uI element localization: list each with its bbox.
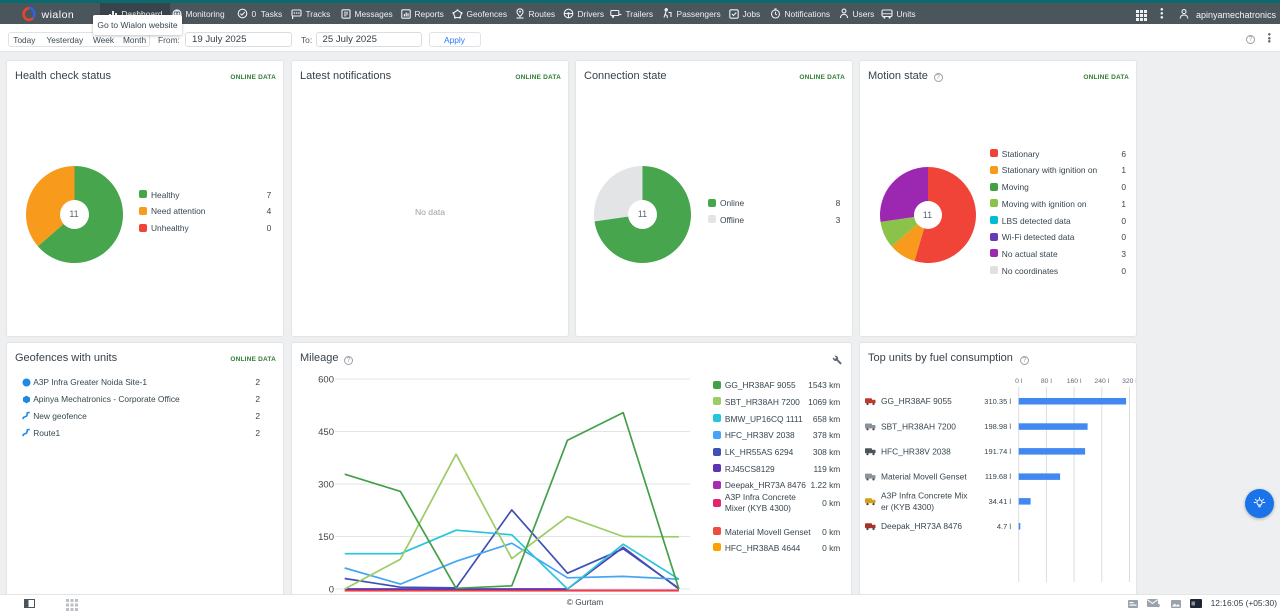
- svg-text:GG_HR38AF 9055: GG_HR38AF 9055: [881, 396, 952, 406]
- svg-text:SBT_HR38AH 7200: SBT_HR38AH 7200: [881, 422, 956, 432]
- svg-text:A3P Infra Concrete Mix: A3P Infra Concrete Mix: [881, 491, 968, 501]
- svg-text:34.41 l: 34.41 l: [988, 497, 1011, 506]
- svg-text:0 l: 0 l: [1015, 378, 1023, 385]
- svg-text:450: 450: [318, 427, 334, 438]
- svg-text:198.98 l: 198.98 l: [984, 422, 1011, 431]
- svg-text:0: 0: [329, 585, 334, 596]
- svg-text:119.68 l: 119.68 l: [985, 472, 1011, 481]
- svg-text:191.74 l: 191.74 l: [984, 447, 1011, 456]
- svg-text:600: 600: [318, 375, 334, 386]
- svg-text:HFC_HR38V 2038: HFC_HR38V 2038: [881, 446, 951, 456]
- svg-text:150: 150: [318, 532, 334, 543]
- svg-text:Deepak_HR73A 8476: Deepak_HR73A 8476: [881, 521, 962, 531]
- svg-text:240 l: 240 l: [1094, 378, 1109, 385]
- svg-text:310.35 l: 310.35 l: [984, 397, 1011, 406]
- svg-text:160 l: 160 l: [1067, 378, 1082, 385]
- svg-text:er (KYB 4300): er (KYB 4300): [881, 502, 934, 512]
- svg-text:80 l: 80 l: [1041, 378, 1052, 385]
- svg-text:Material Movell Genset: Material Movell Genset: [881, 472, 967, 482]
- svg-text:300: 300: [318, 480, 334, 491]
- svg-text:4.7 l: 4.7 l: [997, 522, 1012, 531]
- svg-text:320 l: 320 l: [1122, 378, 1136, 385]
